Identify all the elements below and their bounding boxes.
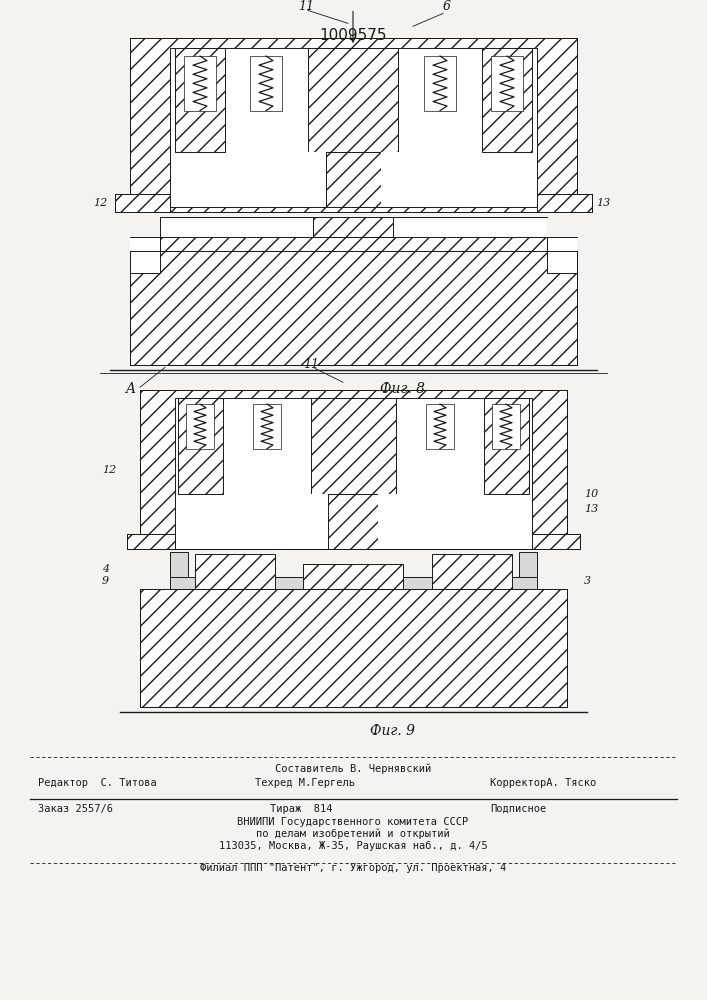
Bar <box>492 404 520 449</box>
Text: 6: 6 <box>443 0 451 13</box>
Text: 13: 13 <box>596 198 610 208</box>
Bar <box>178 398 223 494</box>
Text: КорректорА. Тяско: КорректорА. Тяско <box>490 778 596 788</box>
Bar <box>532 534 580 549</box>
Bar <box>170 48 537 152</box>
Text: Филиал ППП "Патент", г. Ужгород, ул. Проектная, 4: Филиал ППП "Патент", г. Ужгород, ул. Про… <box>200 863 506 873</box>
Bar <box>378 494 532 549</box>
Bar <box>175 398 532 494</box>
Bar <box>547 237 577 251</box>
Bar <box>308 48 398 152</box>
Bar <box>127 534 175 549</box>
Bar <box>130 237 160 251</box>
Text: 11: 11 <box>303 358 319 371</box>
Bar <box>519 552 537 577</box>
Bar <box>186 404 214 449</box>
Bar <box>484 398 529 494</box>
Bar <box>491 56 523 111</box>
Bar <box>432 554 512 589</box>
Bar <box>311 398 396 494</box>
Text: 4: 4 <box>102 564 109 574</box>
Text: 9: 9 <box>102 576 109 586</box>
Text: 11: 11 <box>298 0 314 13</box>
Text: Фиг. 8: Фиг. 8 <box>380 382 426 396</box>
Text: Тираж  814: Тираж 814 <box>270 804 332 814</box>
Text: Редактор  С. Титова: Редактор С. Титова <box>38 778 157 788</box>
Bar <box>381 152 537 207</box>
Bar <box>393 217 547 237</box>
Bar <box>140 589 567 707</box>
Bar <box>426 404 454 449</box>
Bar <box>160 237 547 251</box>
Text: 3: 3 <box>584 576 591 586</box>
Text: 10: 10 <box>584 489 598 499</box>
Bar <box>547 251 577 273</box>
Bar <box>130 38 577 212</box>
Bar <box>253 404 281 449</box>
Bar <box>250 56 282 111</box>
Text: ВНИИПИ Государственного комитета СССР: ВНИИПИ Государственного комитета СССР <box>238 817 469 827</box>
Text: Подписное: Подписное <box>490 804 547 814</box>
Bar <box>328 494 378 549</box>
Bar <box>195 554 275 589</box>
Bar <box>140 390 567 549</box>
Bar <box>160 217 313 237</box>
Text: 13: 13 <box>584 504 598 514</box>
Text: A: A <box>125 382 135 396</box>
Bar <box>175 48 225 152</box>
Bar <box>482 48 532 152</box>
Text: по делам изобретений и открытий: по делам изобретений и открытий <box>256 829 450 839</box>
Text: 12: 12 <box>93 198 107 208</box>
Bar <box>115 194 170 212</box>
Bar <box>170 577 537 589</box>
Bar <box>170 152 326 207</box>
Text: Фиг. 9: Фиг. 9 <box>370 724 416 738</box>
Bar <box>175 494 328 549</box>
Bar <box>184 56 216 111</box>
Text: Техред М.Гергель: Техред М.Гергель <box>255 778 355 788</box>
Text: 12: 12 <box>102 465 116 475</box>
Bar <box>130 251 160 273</box>
Text: 113035, Москва, Ж-35, Раушская наб., д. 4/5: 113035, Москва, Ж-35, Раушская наб., д. … <box>218 841 487 851</box>
Bar <box>170 552 188 577</box>
Bar <box>537 194 592 212</box>
Bar <box>130 251 577 365</box>
Text: Заказ 2557/6: Заказ 2557/6 <box>38 804 113 814</box>
Bar <box>313 217 393 237</box>
Text: 1009575: 1009575 <box>320 28 387 43</box>
Bar <box>424 56 456 111</box>
Bar <box>326 152 381 207</box>
Bar <box>303 564 403 589</box>
Text: Составитель В. Чернявский: Составитель В. Чернявский <box>275 763 431 774</box>
